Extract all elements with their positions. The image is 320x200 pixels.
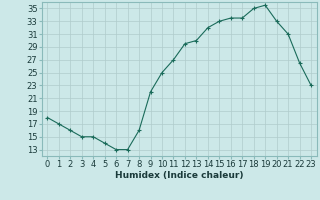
X-axis label: Humidex (Indice chaleur): Humidex (Indice chaleur) <box>115 171 244 180</box>
